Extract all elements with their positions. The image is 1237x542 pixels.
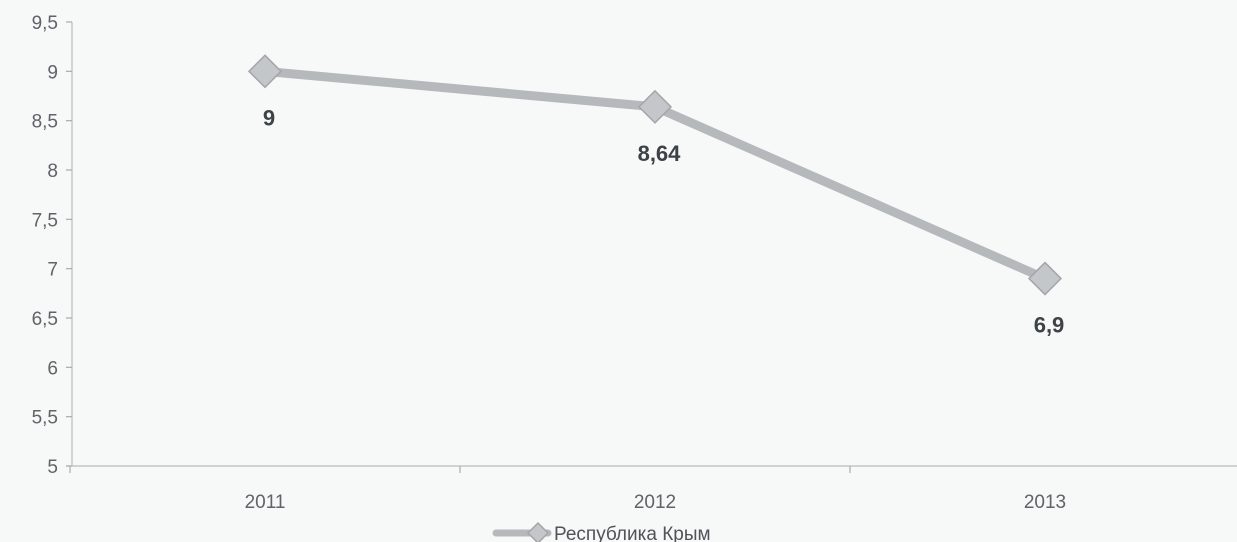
y-tick-label: 5,5	[32, 408, 58, 429]
legend-marker-swatch	[526, 521, 550, 542]
data-point-marker	[637, 89, 673, 124]
data-point-marker	[247, 54, 283, 89]
y-tick-label: 9,5	[32, 13, 58, 34]
legend: Республика Крым	[492, 521, 711, 542]
data-label: 6,9	[1034, 313, 1065, 338]
y-tick-label: 8	[47, 161, 58, 182]
x-tick-label: 2013	[1024, 492, 1066, 513]
x-axis: 2011 2012 2013	[69, 466, 1066, 513]
x-tick-label: 2012	[634, 492, 676, 513]
data-labels: 9 8,64 6,9	[263, 105, 1064, 337]
y-tick-label: 6	[47, 358, 58, 379]
data-label: 8,64	[638, 141, 682, 166]
data-label: 9	[263, 105, 275, 130]
y-tick-label: 6,5	[32, 309, 58, 330]
y-tick-label: 5	[47, 457, 58, 478]
x-tick-label: 2011	[245, 492, 286, 513]
y-tick-label: 7,5	[32, 210, 58, 231]
series-republic-crimea	[247, 54, 1063, 296]
y-tick-label: 8,5	[32, 112, 58, 133]
legend-label: Республика Крым	[554, 524, 711, 542]
y-tick-label: 9	[47, 62, 58, 83]
data-point-marker	[1027, 261, 1063, 296]
y-tick-label: 7	[47, 260, 58, 281]
y-axis: 5 5,5 6 6,5 7 7,5 8 8,5 9 9,5	[32, 13, 72, 478]
